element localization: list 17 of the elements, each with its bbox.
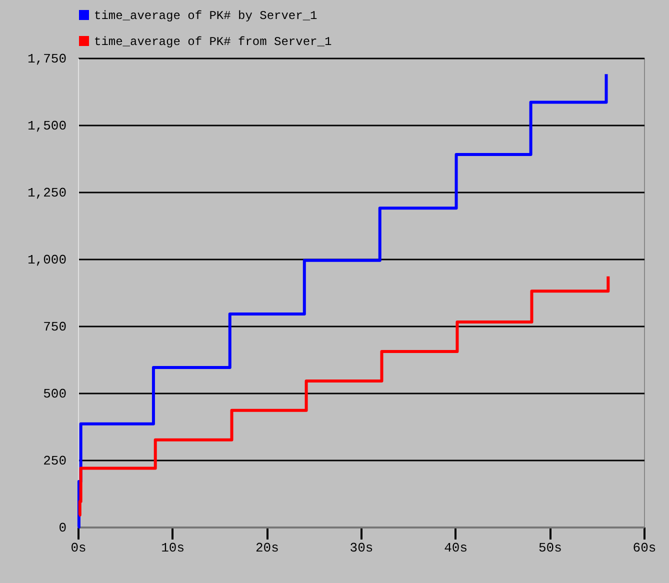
x-tick-label: 20s (255, 540, 279, 556)
x-tick-label: 40s (444, 540, 468, 556)
x-tick-label: 30s (350, 540, 374, 556)
x-tick-label: 60s (632, 540, 656, 556)
y-tick-label: 0 (58, 520, 66, 536)
y-tick-label: 1,000 (27, 252, 66, 268)
x-tick-label: 0s (70, 540, 86, 556)
y-tick-label: 750 (43, 320, 66, 334)
y-tick-label: 1,250 (27, 186, 66, 200)
y-tick-label: 500 (43, 386, 66, 402)
y-tick-label: 1,750 (27, 52, 66, 66)
x-tick-label: 10s (161, 540, 185, 556)
y-tick-label: 250 (43, 454, 66, 468)
y-tick-label: 1,500 (27, 118, 66, 134)
legend-label: time_average of PK# from Server_1 (94, 35, 332, 49)
legend-label: time_average of PK# by Server_1 (94, 9, 318, 23)
x-tick-label: 50s (538, 540, 562, 556)
